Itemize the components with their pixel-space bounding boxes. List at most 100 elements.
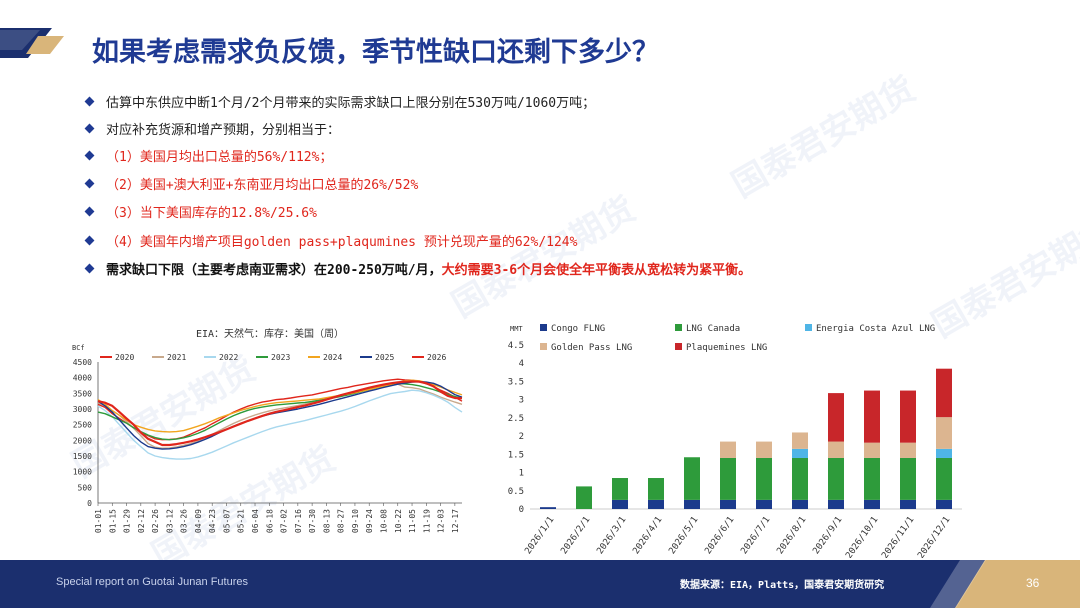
x-tick-label: 01-15	[108, 509, 117, 533]
bar-segment-lng-canada	[576, 486, 592, 509]
bar-segment-congo-flng	[648, 499, 664, 509]
x-tick-label: 2026/3/1	[595, 515, 628, 556]
chart-title: EIA：天然气：库存：美国（周）	[196, 327, 344, 340]
legend-label: 2024	[323, 353, 342, 362]
y-tick-label: 3000	[73, 405, 92, 414]
y-tick-label: 3.5	[508, 377, 524, 387]
x-tick-label: 01-01	[94, 509, 103, 533]
x-tick-label: 12-17	[451, 509, 460, 533]
legend-label: Golden Pass LNG	[551, 343, 632, 353]
diamond-bullet-icon	[84, 123, 95, 134]
x-tick-label: 07-02	[280, 509, 289, 533]
legend-label: LNG Canada	[686, 324, 740, 334]
legend-swatch	[675, 324, 682, 331]
footer-band	[0, 560, 1080, 608]
bar-segment-golden-pass-lng	[720, 441, 736, 458]
bar-segment-golden-pass-lng	[864, 442, 880, 458]
legend-label: 2021	[167, 353, 186, 362]
series-line-2025	[97, 381, 463, 450]
page-title: 如果考虑需求负反馈，季节性缺口还剩下多少？	[92, 37, 659, 68]
bar-segment-congo-flng	[864, 499, 880, 509]
bar-segment-congo-flng	[540, 507, 556, 509]
x-tick-label: 05-07	[222, 509, 231, 533]
legend-label: 2022	[219, 353, 238, 362]
bar-segment-golden-pass-lng	[828, 441, 844, 458]
y-tick-label: 4500	[73, 358, 92, 367]
y-tick-label: 2500	[73, 421, 92, 430]
bar-segment-congo-flng	[720, 499, 736, 509]
footer-report-name: Special report on Guotai Junan Futures	[56, 576, 249, 588]
bullet-item: （1）美国月均出口总量的56%/112%；	[84, 146, 332, 165]
y-tick-label: 1	[519, 469, 524, 479]
y-tick-label: 1500	[73, 452, 92, 461]
bar-segment-congo-flng	[684, 499, 700, 509]
x-tick-label: 2026/5/1	[667, 515, 700, 556]
y-tick-label: 4.5	[508, 341, 524, 351]
bar-segment-lng-canada	[612, 478, 628, 500]
x-tick-label: 06-04	[251, 509, 260, 533]
bar-segment-golden-pass-lng	[756, 441, 772, 458]
bullet-item: （2）美国+澳大利亚+东南亚月均出口总量的26%/52%	[84, 174, 418, 193]
x-tick-label: 12-03	[437, 509, 446, 533]
bar-segment-golden-pass-lng	[900, 442, 916, 458]
bullet-item: 估算中东供应中断1个月/2个月带来的实际需求缺口上限分别在530万吨/1060万…	[84, 92, 596, 111]
bar-segment-congo-flng	[828, 499, 844, 509]
series-line-2020	[97, 378, 463, 441]
y-tick-label: 0.5	[508, 487, 524, 497]
watermark: 国泰君安期货	[445, 189, 643, 326]
bullet-text: （3）当下美国库存的12.8%/25.6%	[106, 206, 317, 221]
y-tick-label: 1000	[73, 468, 92, 477]
diamond-bullet-icon	[84, 178, 95, 189]
bar-segment-lng-canada	[792, 457, 808, 500]
diamond-bullet-icon	[84, 235, 95, 246]
x-tick-label: 04-23	[208, 509, 217, 533]
legend-swatch	[540, 324, 547, 331]
bullet-item: （4）美国年内增产项目golden pass+plaqumines 预计兑现产量…	[84, 231, 578, 250]
y-tick-label: 2.5	[508, 414, 524, 424]
diamond-bullet-icon	[84, 150, 95, 161]
x-tick-label: 2026/10/1	[844, 515, 880, 558]
x-tick-label: 05-21	[237, 509, 246, 533]
x-tick-label: 02-26	[151, 509, 160, 533]
bar-segment-plaquemines-lng	[936, 368, 952, 418]
x-tick-label: 09-10	[351, 509, 360, 533]
x-tick-label: 08-27	[337, 509, 346, 533]
y-tick-label: 500	[78, 483, 93, 492]
x-tick-label: 10-08	[379, 509, 388, 533]
summary-prefix: 需求缺口下限（主要考虑南亚需求）在200-250万吨/月，	[106, 263, 442, 278]
corner-decoration	[0, 28, 64, 58]
y-tick-label: 1.5	[508, 450, 524, 460]
legend-label: Plaquemines LNG	[686, 343, 767, 353]
legend-swatch	[805, 324, 812, 331]
bar-segment-lng-canada	[720, 457, 736, 500]
x-tick-label: 2026/6/1	[703, 515, 736, 556]
y-tick-label: 2000	[73, 436, 92, 445]
bullet-text: 对应补充货源和增产预期，分别相当于：	[106, 123, 341, 138]
y-tick-label: 0	[87, 499, 92, 508]
legend-label: Energia Costa Azul LNG	[816, 324, 935, 334]
x-tick-label: 03-26	[180, 509, 189, 533]
series-line-2026	[97, 380, 463, 447]
series-line-2021	[97, 383, 463, 449]
summary-emphasis: 大约需要3-6个月会使全年平衡表从宽松转为紧平衡。	[441, 263, 752, 278]
legend-label: 2026	[427, 353, 446, 362]
bar-segment-congo-flng	[612, 499, 628, 509]
legend-label: 2025	[375, 353, 394, 362]
bullet-text: 估算中东供应中断1个月/2个月带来的实际需求缺口上限分别在530万吨/1060万…	[106, 96, 596, 111]
bar-segment-lng-canada	[756, 457, 772, 500]
x-tick-label: 11-19	[422, 509, 431, 533]
x-tick-label: 07-30	[308, 509, 317, 533]
bullet-item: 对应补充货源和增产预期，分别相当于：	[84, 119, 341, 138]
bullet-text: （4）美国年内增产项目golden pass+plaqumines 预计兑现产量…	[106, 235, 578, 250]
bar-segment-congo-flng	[936, 499, 952, 509]
bar-segment-lng-canada	[648, 478, 664, 500]
series-line-2022	[97, 389, 463, 460]
bullet-item: （3）当下美国库存的12.8%/25.6%	[84, 202, 317, 221]
x-tick-label: 06-18	[265, 509, 274, 533]
bar-segment-golden-pass-lng	[792, 432, 808, 449]
bar-segment-lng-canada	[900, 457, 916, 500]
x-tick-label: 2026/9/1	[811, 515, 844, 556]
legend-swatch	[675, 343, 682, 350]
bar-segment-congo-flng	[900, 499, 916, 509]
bar-segment-congo-flng	[792, 499, 808, 509]
